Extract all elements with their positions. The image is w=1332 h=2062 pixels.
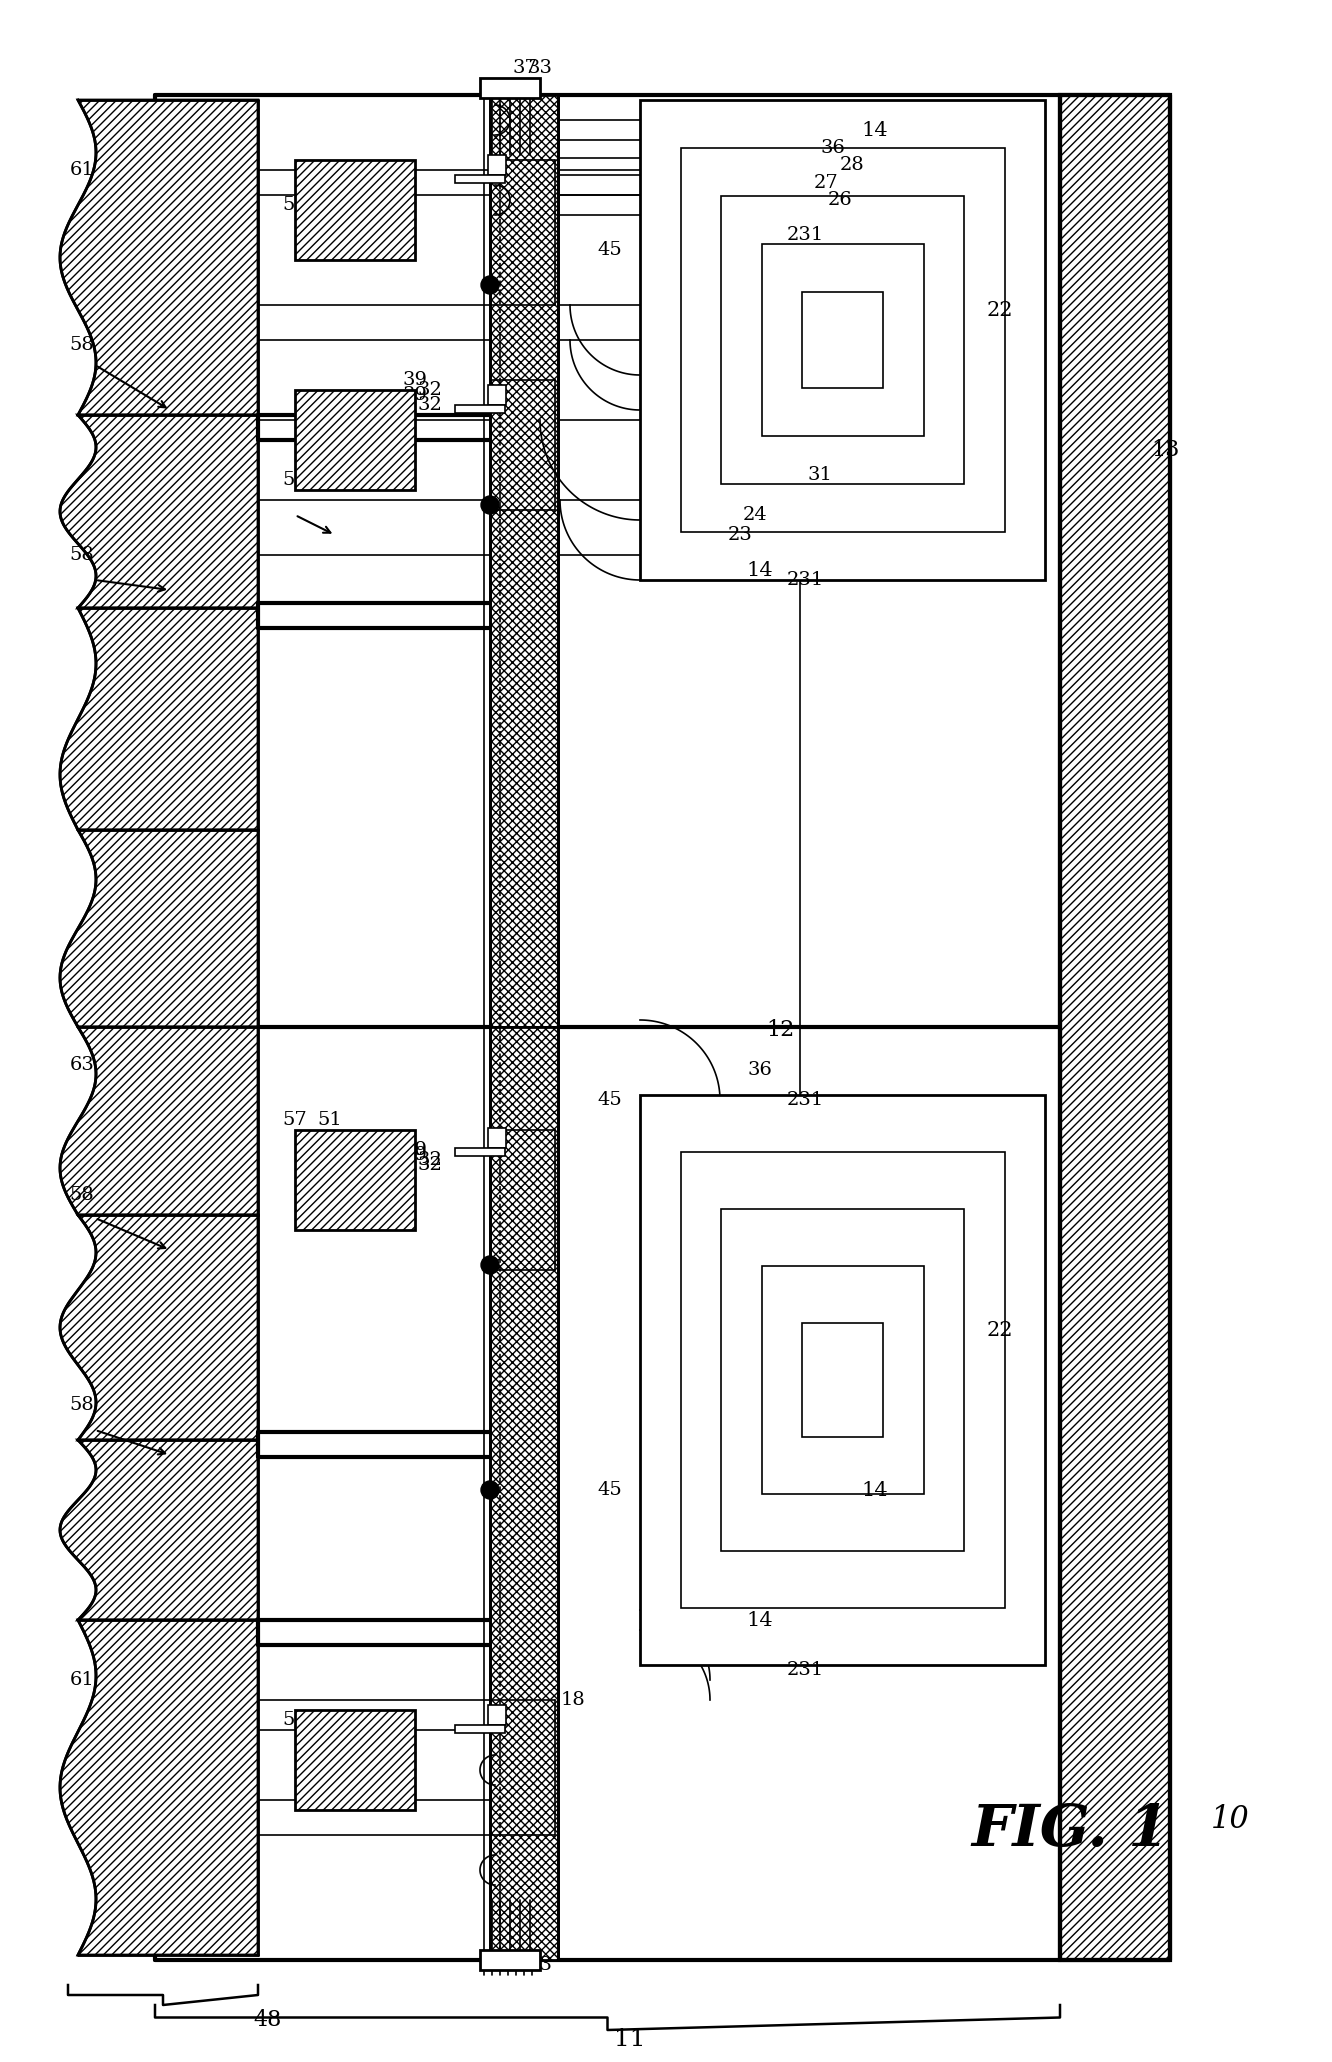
Polygon shape [60,1621,258,1955]
Bar [681,1153,1004,1608]
Text: 43: 43 [389,406,414,425]
Text: 28: 28 [839,157,864,173]
Text: 27: 27 [814,173,838,192]
Bar [802,293,883,388]
Bar [456,175,505,184]
Text: 31: 31 [807,466,832,485]
Circle shape [481,1481,500,1499]
Bar [762,1266,923,1495]
Text: 32: 32 [417,396,442,414]
Bar [294,390,416,491]
Text: 51: 51 [317,470,342,489]
Text: 18: 18 [561,1691,585,1709]
Text: 39: 39 [402,1146,428,1165]
Polygon shape [60,1215,258,1439]
Bar [456,404,505,412]
Text: 45: 45 [598,241,622,260]
Bar [294,1130,416,1231]
Text: 32: 32 [417,1157,442,1173]
Text: 57: 57 [282,196,308,214]
Text: 231: 231 [786,227,823,243]
Text: 13: 13 [1151,439,1179,462]
Bar [480,1951,539,1969]
Bar [456,1149,505,1157]
Text: 61: 61 [69,1670,95,1689]
Bar [721,1208,964,1551]
Text: 22: 22 [987,301,1014,320]
Bar [490,95,558,1027]
Bar [639,99,1046,579]
Polygon shape [60,99,258,414]
Text: 12: 12 [766,1019,794,1041]
Bar [294,161,416,260]
Text: 51: 51 [317,1111,342,1130]
Text: 45: 45 [598,1481,622,1499]
Text: 26: 26 [827,192,852,208]
Bar [488,155,506,175]
Text: 32: 32 [417,381,442,400]
Text: 61: 61 [69,161,95,179]
Text: 37: 37 [513,1957,537,1973]
Text: 48: 48 [254,2008,282,2031]
Text: 58: 58 [69,1396,95,1415]
Polygon shape [60,608,258,831]
Polygon shape [60,1439,258,1621]
Text: 58: 58 [69,1186,95,1204]
Text: 43: 43 [389,1169,414,1188]
Circle shape [481,1256,500,1274]
Bar [488,1128,506,1149]
Polygon shape [60,1027,258,1215]
Bar [681,148,1004,532]
Text: 231: 231 [786,571,823,590]
Text: 45: 45 [598,1091,622,1109]
Polygon shape [60,414,258,608]
Bar [721,196,964,485]
Text: 231: 231 [786,1662,823,1678]
Text: 39: 39 [402,386,428,404]
Text: 43: 43 [389,1161,414,1179]
Bar [490,1027,558,1961]
Bar [488,386,506,404]
Text: 23: 23 [727,526,753,544]
Text: FIG. 1: FIG. 1 [971,1802,1169,1858]
Bar [639,1095,1046,1664]
Text: 33: 33 [527,60,553,76]
Text: 58: 58 [69,336,95,355]
Text: 36: 36 [747,1062,773,1078]
Text: 51: 51 [317,196,342,214]
Text: 57: 57 [282,1111,308,1130]
Text: 11: 11 [614,2029,646,2052]
Bar [762,243,923,435]
Text: 51: 51 [317,1711,342,1730]
Text: 24: 24 [743,505,767,524]
Text: 32: 32 [417,1151,442,1169]
Text: 231: 231 [786,1091,823,1109]
Circle shape [481,497,500,513]
Bar [802,1324,883,1437]
Text: 10: 10 [1211,1804,1249,1835]
Polygon shape [60,831,258,1027]
Text: 14: 14 [747,1610,774,1629]
Text: 14: 14 [747,561,774,579]
Text: 14: 14 [862,1481,888,1499]
Text: 37: 37 [513,60,537,76]
Text: 39: 39 [402,1140,428,1159]
Text: 39: 39 [402,371,428,390]
Text: 43: 43 [389,392,414,408]
Bar [294,1709,416,1810]
Text: 57: 57 [282,470,308,489]
Circle shape [481,276,500,295]
Text: 57: 57 [282,1711,308,1730]
Bar [456,1726,505,1732]
Bar [488,1705,506,1726]
Bar [480,78,539,99]
Text: 58: 58 [69,546,95,565]
Text: 14: 14 [862,120,888,140]
Text: 63: 63 [69,1056,95,1074]
Bar [1060,95,1169,1961]
Text: 22: 22 [987,1320,1014,1340]
Text: 33: 33 [527,1957,553,1973]
Text: 36: 36 [821,138,846,157]
